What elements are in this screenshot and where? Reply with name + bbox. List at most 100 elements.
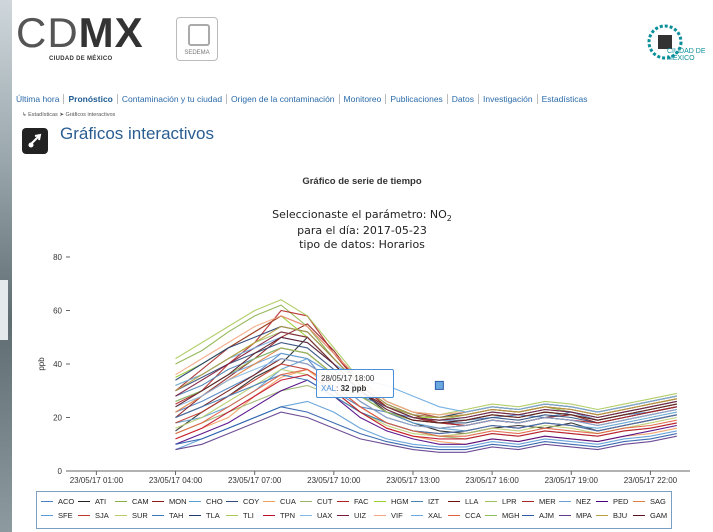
legend-label: CAM: [132, 497, 149, 506]
legend-swatch: [41, 515, 53, 516]
chart-legend: ACO ATI CAM MON CHO COY CUA CUT FAC HGM IZT LLA LPR M…: [36, 491, 672, 529]
series-line-fac[interactable]: [175, 309, 677, 427]
legend-item-mon[interactable]: MON: [152, 497, 187, 506]
legend-swatch: [522, 515, 534, 516]
legend-label: CCA: [465, 511, 481, 520]
y-tick-label: 20: [53, 414, 62, 423]
series-line-tla[interactable]: [175, 325, 677, 419]
legend-item-cho[interactable]: CHO: [189, 497, 223, 506]
legend-item-sfe[interactable]: SFE: [41, 511, 73, 520]
legend-item-coy[interactable]: COY: [226, 497, 259, 506]
legend-item-tli[interactable]: TLI: [226, 511, 254, 520]
series-line-ajm[interactable]: [175, 406, 677, 451]
series-line-mpa[interactable]: [175, 411, 677, 453]
legend-item-vif[interactable]: VIF: [374, 511, 403, 520]
legend-label: TPN: [280, 511, 295, 520]
nav-item-1[interactable]: Pronóstico: [64, 94, 118, 104]
y-tick-label: 60: [53, 307, 62, 316]
legend-swatch: [263, 515, 275, 516]
nav-item-0[interactable]: Última hora: [12, 94, 65, 104]
legend-label: CUT: [317, 497, 333, 506]
series-line-cca[interactable]: [175, 368, 677, 437]
legend-swatch: [522, 501, 534, 502]
legend-item-lpr[interactable]: LPR: [485, 497, 517, 506]
legend-swatch: [226, 515, 238, 516]
nav-item-3[interactable]: Origen de la contaminación: [227, 94, 340, 104]
series-line-tli[interactable]: [175, 299, 677, 416]
series-line-cho[interactable]: [175, 357, 677, 432]
series-line-gam[interactable]: [175, 336, 677, 424]
legend-item-tpn[interactable]: TPN: [263, 511, 295, 520]
series-line-bju[interactable]: [175, 325, 677, 419]
nav-item-7[interactable]: Investigación: [479, 94, 538, 104]
legend-item-xal[interactable]: XAL: [411, 511, 442, 520]
tooltip-time: 28/05/17 18:00: [321, 374, 375, 383]
nav-item-6[interactable]: Datos: [448, 94, 480, 104]
legend-item-mpa[interactable]: MPA: [559, 511, 592, 520]
legend-item-hgm[interactable]: HGM: [374, 497, 409, 506]
legend-item-ped[interactable]: PED: [596, 497, 628, 506]
nav-item-8[interactable]: Estadísticas: [541, 94, 588, 104]
x-tick-label: 23/05/17 16:00: [465, 476, 519, 485]
nav-item-4[interactable]: Monitoreo: [340, 94, 387, 104]
legend-item-uax[interactable]: UAX: [300, 511, 332, 520]
legend-swatch: [485, 501, 497, 502]
legend-swatch: [374, 515, 386, 516]
legend-item-sag[interactable]: SAG: [633, 497, 666, 506]
legend-item-bju[interactable]: BJU: [596, 511, 627, 520]
nav-item-5[interactable]: Publicaciones: [386, 94, 448, 104]
legend-label: TAH: [169, 511, 184, 520]
left-background-strip: [0, 0, 12, 532]
chart-title-line2: para el día: 2017-05-23: [297, 224, 427, 237]
legend-swatch: [152, 501, 164, 502]
chart-series: [175, 299, 677, 453]
series-line-uax[interactable]: [175, 358, 677, 429]
legend-item-cam[interactable]: CAM: [115, 497, 149, 506]
series-line-tpn[interactable]: [175, 374, 677, 440]
legend-item-aco[interactable]: ACO: [41, 497, 74, 506]
cdmx-logo[interactable]: CDMX: [16, 12, 144, 54]
legend-item-mgh[interactable]: MGH: [485, 511, 520, 520]
legend-item-fac[interactable]: FAC: [337, 497, 369, 506]
legend-item-lla[interactable]: LLA: [448, 497, 478, 506]
legend-item-gam[interactable]: GAM: [633, 511, 667, 520]
legend-swatch: [411, 515, 423, 516]
legend-item-cua[interactable]: CUA: [263, 497, 296, 506]
legend-label: SFE: [58, 511, 73, 520]
legend-swatch: [115, 515, 127, 516]
ciudad-logo[interactable]: CIUDAD DE MÉXICO: [641, 18, 711, 70]
legend-swatch: [448, 501, 460, 502]
legend-swatch: [78, 515, 90, 516]
chart-heading: Gráfico de serie de tiempo: [302, 176, 422, 187]
legend-item-mer[interactable]: MER: [522, 497, 556, 506]
y-tick-label: 0: [58, 467, 63, 476]
series-line-uiz[interactable]: [175, 331, 677, 421]
series-line-tah[interactable]: [175, 374, 677, 435]
x-tick-label: 23/05/17 04:00: [149, 476, 203, 485]
legend-label: LLA: [465, 497, 479, 506]
legend-item-ajm[interactable]: AJM: [522, 511, 554, 520]
series-line-xal[interactable]: [175, 336, 677, 413]
legend-item-ati[interactable]: ATI: [78, 497, 106, 506]
y-axis-label: ppb: [37, 357, 46, 371]
legend-item-cca[interactable]: CCA: [448, 511, 481, 520]
legend-item-tla[interactable]: TLA: [189, 511, 220, 520]
legend-item-cut[interactable]: CUT: [300, 497, 332, 506]
legend-item-tah[interactable]: TAH: [152, 511, 183, 520]
nav-item-2[interactable]: Contaminación y tu ciudad: [118, 94, 228, 104]
legend-label: CHO: [206, 497, 223, 506]
legend-swatch: [300, 501, 312, 502]
legend-swatch: [152, 515, 164, 516]
series-line-ped[interactable]: [175, 379, 677, 445]
legend-label: GAM: [650, 511, 668, 520]
legend-item-nez[interactable]: NEZ: [559, 497, 591, 506]
legend-label: ATI: [95, 497, 107, 506]
legend-item-izt[interactable]: IZT: [411, 497, 439, 506]
legend-item-sur[interactable]: SUR: [115, 511, 148, 520]
main-nav: Última hora Pronóstico Contaminación y tu …: [12, 90, 591, 108]
sedema-seal[interactable]: SEDEMA: [176, 17, 218, 61]
legend-item-uiz[interactable]: UIZ: [337, 511, 366, 520]
legend-label: TLA: [206, 511, 220, 520]
legend-item-sja[interactable]: SJA: [78, 511, 109, 520]
